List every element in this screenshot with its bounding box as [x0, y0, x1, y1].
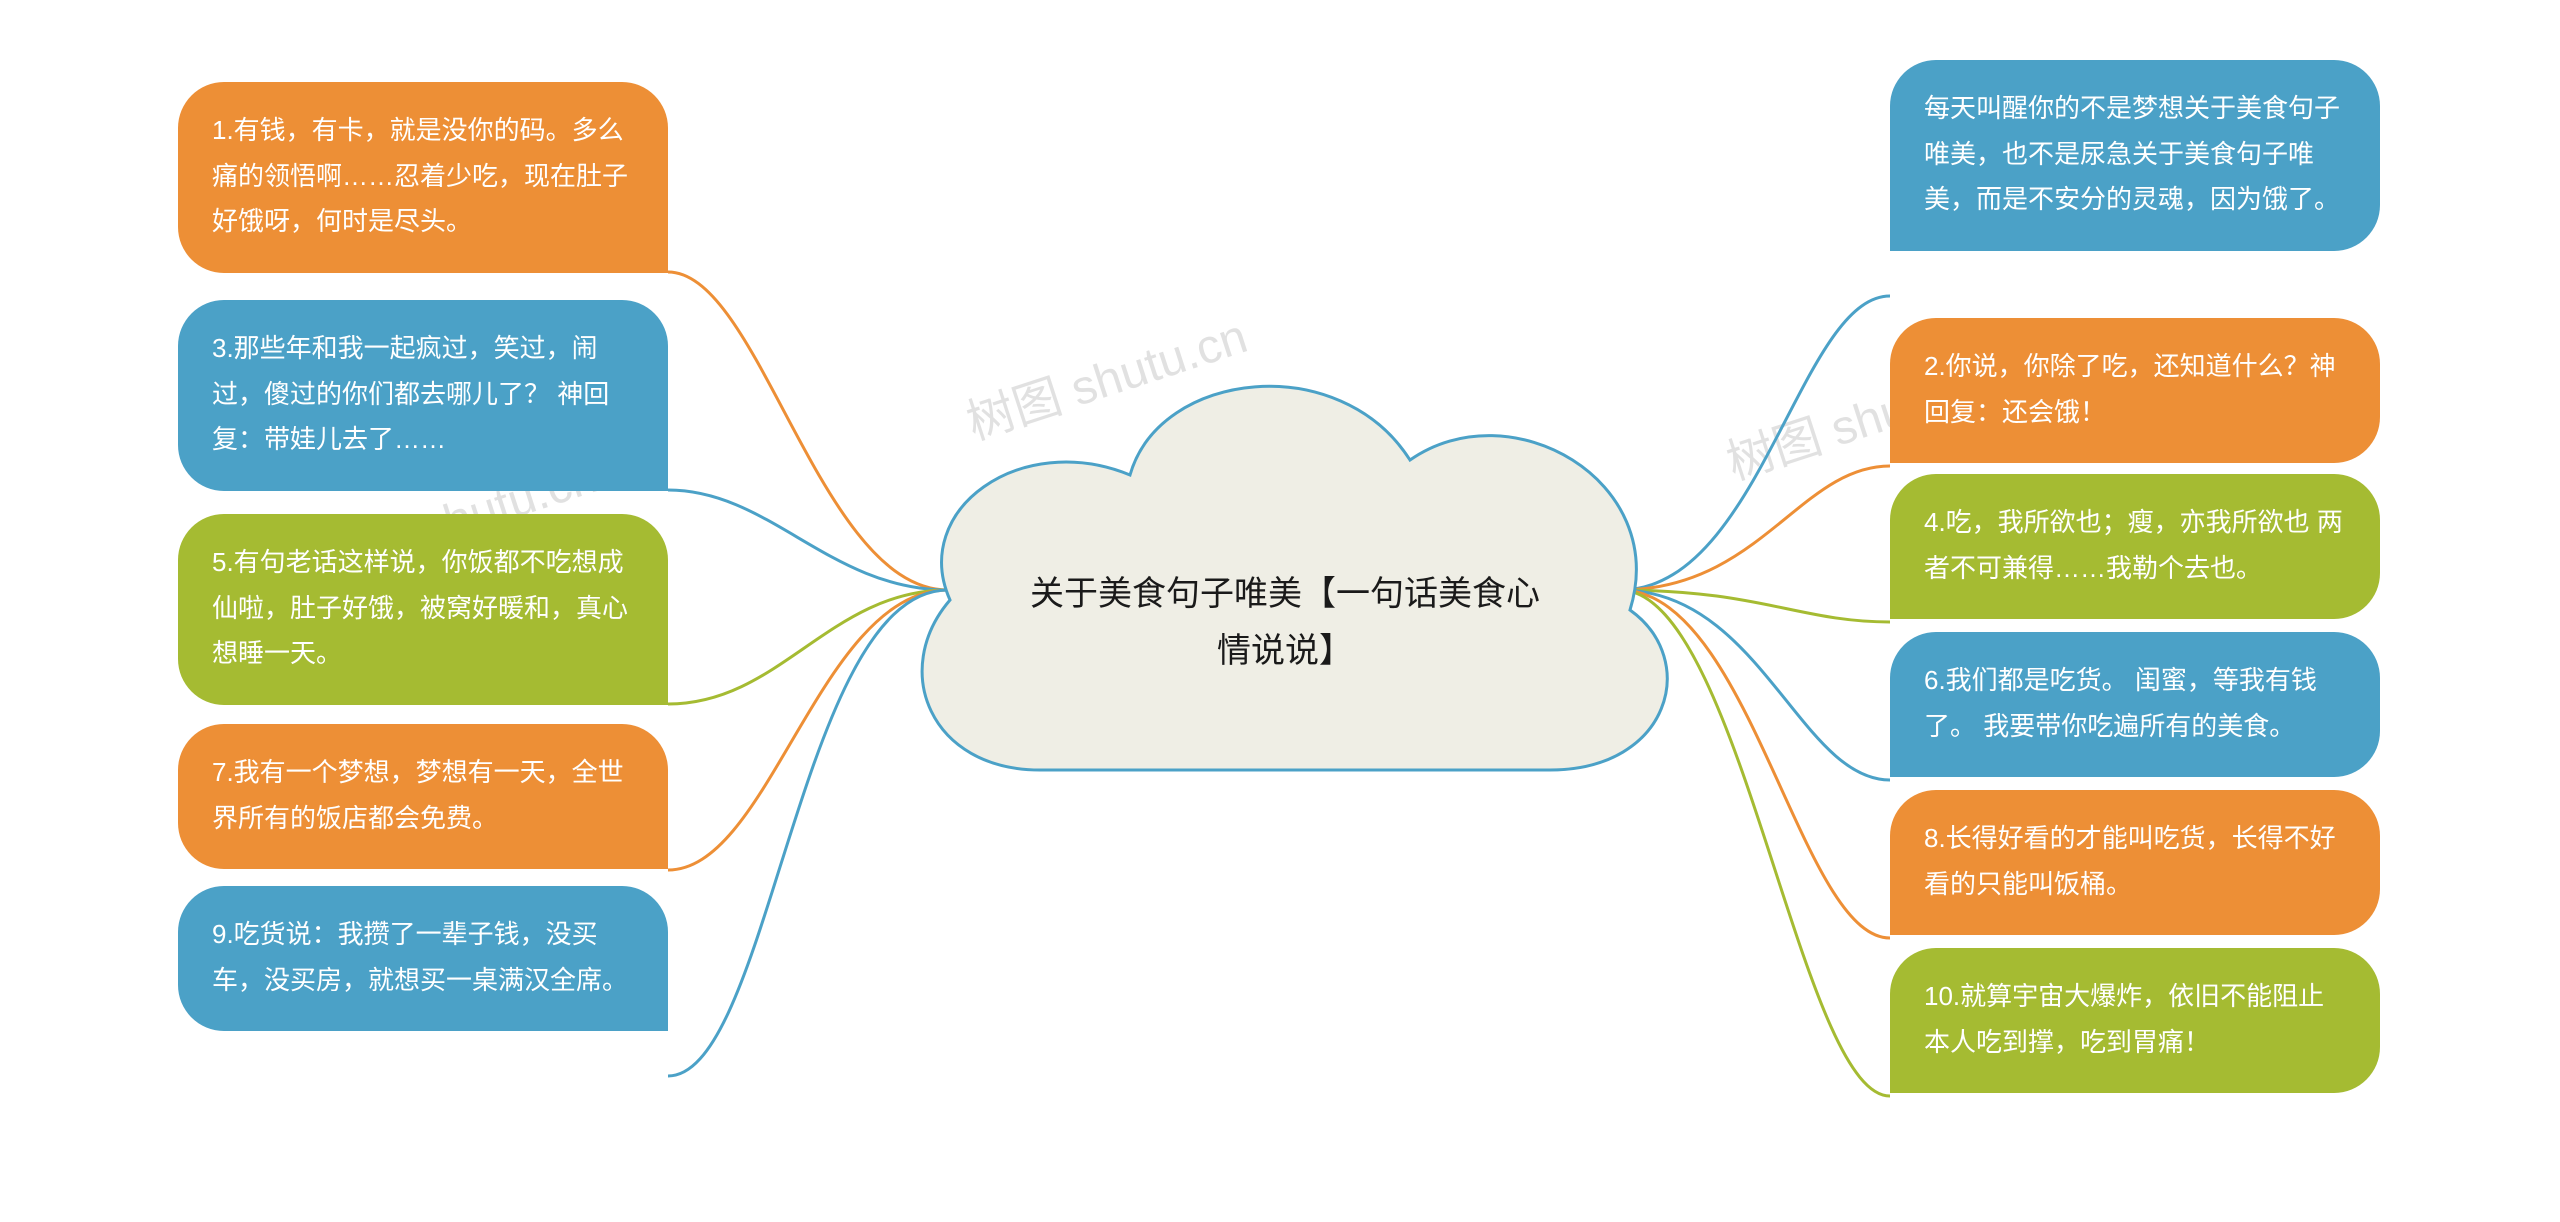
leaf-right-8: 8.长得好看的才能叫吃货，长得不好看的只能叫饭桶。 — [1890, 790, 2380, 935]
center-title: 关于美食句子唯美【一句话美食心情说说】 — [1025, 566, 1545, 682]
mindmap-canvas: 树图 shutu.cn 树图 shutu.cn 树图 shutu.cn 关于美食… — [0, 0, 2560, 1222]
leaf-right-6: 6.我们都是吃货。 闺蜜，等我有钱了。 我要带你吃遍所有的美食。 — [1890, 632, 2380, 777]
leaf-left-5: 5.有句老话这样说，你饭都不吃想成仙啦，肚子好饿，被窝好暖和，真心想睡一天。 — [178, 514, 668, 705]
leaf-right-intro: 每天叫醒你的不是梦想关于美食句子唯美，也不是尿急关于美食句子唯美，而是不安分的灵… — [1890, 60, 2380, 251]
leaf-left-9: 9.吃货说：我攒了一辈子钱，没买车，没买房，就想买一桌满汉全席。 — [178, 886, 668, 1031]
leaf-right-4: 4.吃，我所欲也；瘦，亦我所欲也 两者不可兼得……我勒个去也。 — [1890, 474, 2380, 619]
leaf-right-2: 2.你说，你除了吃，还知道什么？神回复：还会饿！ — [1890, 318, 2380, 463]
leaf-right-10: 10.就算宇宙大爆炸，依旧不能阻止本人吃到撑，吃到胃痛！ — [1890, 948, 2380, 1093]
leaf-left-7: 7.我有一个梦想，梦想有一天，全世界所有的饭店都会免费。 — [178, 724, 668, 869]
leaf-left-3: 3.那些年和我一起疯过，笑过，闹过，傻过的你们都去哪儿了？ 神回复：带娃儿去了…… — [178, 300, 668, 491]
leaf-left-1: 1.有钱，有卡，就是没你的码。多么痛的领悟啊……忍着少吃，现在肚子好饿呀，何时是… — [178, 82, 668, 273]
center-node: 关于美食句子唯美【一句话美食心情说说】 — [870, 310, 1700, 870]
